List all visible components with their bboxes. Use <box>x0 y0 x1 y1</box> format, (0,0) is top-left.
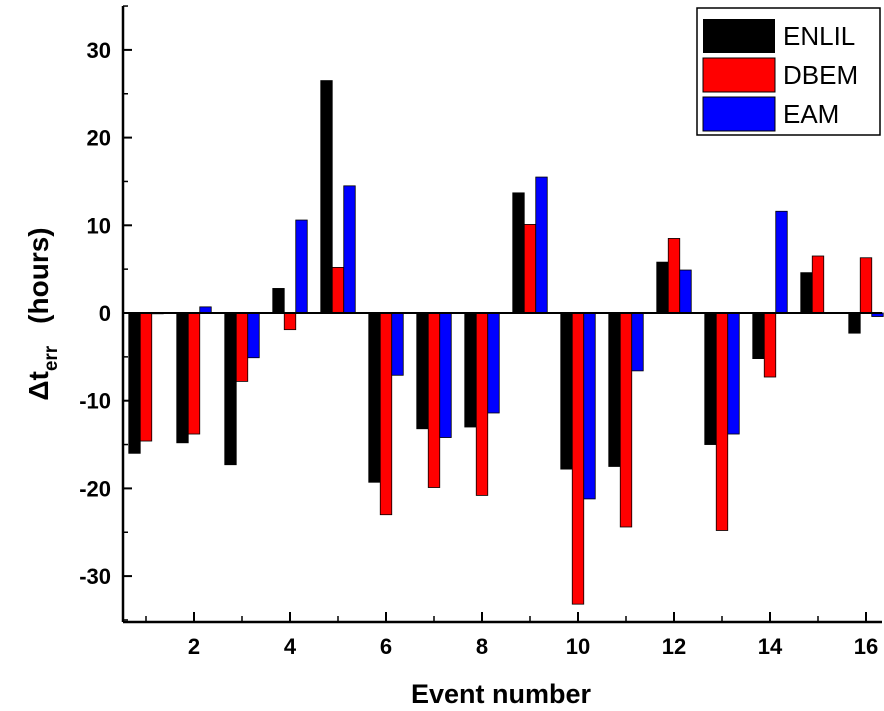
x-tick-label: 14 <box>758 634 783 659</box>
bar-enlil-event-4 <box>272 288 285 314</box>
legend-swatch-dbem <box>702 57 776 93</box>
x-tick-label: 12 <box>662 634 686 659</box>
legend-label-dbem: DBEM <box>783 60 858 90</box>
y-tick-label: 30 <box>87 38 111 63</box>
bar-dbem-event-5 <box>331 266 345 314</box>
bar-enlil-event-10 <box>560 312 573 470</box>
x-tick-label: 4 <box>284 634 297 659</box>
bar-eam-event-13 <box>727 312 740 435</box>
bar-enlil-event-13 <box>704 312 717 445</box>
legend-label-enlil: ENLIL <box>783 21 855 51</box>
bar-dbem-event-6 <box>379 312 393 516</box>
bar-enlil-event-15 <box>800 272 813 314</box>
bar-eam-event-14 <box>775 210 788 314</box>
bar-dbem-event-7 <box>427 312 441 488</box>
bar-eam-event-5 <box>343 185 356 314</box>
y-tick-label: 20 <box>87 126 111 151</box>
x-tick-label: 8 <box>476 634 488 659</box>
x-tick-label: 2 <box>188 634 200 659</box>
bar-dbem-event-11 <box>619 312 633 528</box>
y-axis-title-sub: err <box>41 345 62 371</box>
y-axis-title-unit: (hours) <box>23 227 54 323</box>
bar-eam-event-8 <box>487 312 500 414</box>
y-tick-label: 10 <box>87 213 111 238</box>
bar-enlil-event-14 <box>752 312 765 359</box>
bar-dbem-event-2 <box>187 312 201 435</box>
y-axis-title: Δterr (hours) <box>23 227 62 400</box>
bar-dbem-event-1 <box>139 312 153 442</box>
bar-enlil-event-2 <box>176 312 189 444</box>
bar-dbem-event-9 <box>523 224 537 314</box>
bar-enlil-event-5 <box>320 80 333 314</box>
bar-dbem-event-15 <box>811 255 825 314</box>
bar-enlil-event-1 <box>128 312 141 454</box>
bar-enlil-event-7 <box>416 312 429 430</box>
bar-eam-event-11 <box>631 312 644 372</box>
bar-dbem-event-4 <box>283 312 297 331</box>
bar-dbem-event-8 <box>475 312 489 496</box>
bar-eam-event-9 <box>535 176 548 314</box>
svg-text:Δterr(hours): Δterr (hours) <box>23 227 62 400</box>
bar-eam-event-4 <box>295 219 308 314</box>
bar-enlil-event-11 <box>608 312 621 467</box>
bar-dbem-event-14 <box>763 312 777 378</box>
bar-enlil-event-16 <box>848 312 861 334</box>
bar-eam-event-7 <box>439 312 452 438</box>
bar-dbem-event-16 <box>859 257 873 314</box>
x-axis-title: Event number <box>411 679 592 709</box>
legend-swatch-enlil <box>703 19 775 53</box>
x-tick-label: 6 <box>380 634 392 659</box>
ticks-layer: 30 20 10 0 -10 -20 -30 2 4 6 8 10 12 14 16 <box>79 5 878 659</box>
bar-enlil-event-6 <box>368 312 381 483</box>
y-tick-label: -20 <box>79 476 111 501</box>
bar-enlil-event-3 <box>224 312 237 466</box>
x-tick-label: 10 <box>566 634 590 659</box>
legend-label-eam: EAM <box>783 99 839 129</box>
bar-enlil-event-9 <box>512 192 525 314</box>
bar-eam-event-12 <box>679 269 692 314</box>
y-tick-label: -10 <box>79 389 111 414</box>
legend-swatch-eam <box>702 96 776 132</box>
y-axis-title-main: Δt <box>23 371 54 400</box>
y-tick-label: -30 <box>79 564 111 589</box>
bar-enlil-event-12 <box>656 261 669 314</box>
bars-layer <box>128 80 884 605</box>
bar-dbem-event-3 <box>235 312 249 382</box>
bar-dbem-event-10 <box>571 312 585 605</box>
bar-eam-event-6 <box>391 312 404 376</box>
x-tick-label: 16 <box>854 634 878 659</box>
legend: ENLIL DBEM EAM <box>696 7 881 136</box>
bar-eam-event-3 <box>247 312 260 359</box>
bar-eam-event-10 <box>583 312 596 500</box>
bar-dbem-event-13 <box>715 312 729 531</box>
y-tick-label: 0 <box>99 301 111 326</box>
bar-enlil-event-8 <box>464 312 477 428</box>
bar-dbem-event-12 <box>667 238 681 314</box>
